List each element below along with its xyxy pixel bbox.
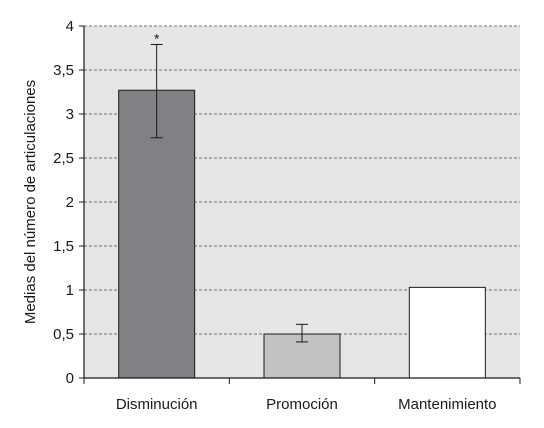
significance-marker: * bbox=[154, 30, 160, 46]
y-tick-label: 0 bbox=[66, 370, 74, 387]
y-tick-label: 0,5 bbox=[53, 326, 74, 343]
y-tick-label: 2 bbox=[66, 194, 74, 211]
y-tick-label: 2,5 bbox=[53, 150, 74, 167]
y-axis-label: Medias del número de articulaciones bbox=[22, 80, 39, 324]
x-axis: Disminución Promoción Mantenimiento bbox=[83, 377, 521, 413]
x-category-label: Mantenimiento bbox=[398, 396, 496, 413]
y-tick-label: 4 bbox=[66, 18, 74, 35]
error-bars: * bbox=[150, 30, 308, 343]
bar bbox=[408, 286, 486, 379]
y-tick-label: 1,5 bbox=[53, 238, 74, 255]
x-category-label: Promoción bbox=[266, 396, 338, 413]
y-tick-label: 3 bbox=[66, 106, 74, 123]
y-axis: 0 0,5 1 1,5 2 2,5 3 3,5 4 bbox=[53, 18, 85, 387]
y-tick-label: 1 bbox=[66, 282, 74, 299]
y-tick-label: 3,5 bbox=[53, 62, 74, 79]
x-category-label: Disminución bbox=[116, 396, 198, 413]
